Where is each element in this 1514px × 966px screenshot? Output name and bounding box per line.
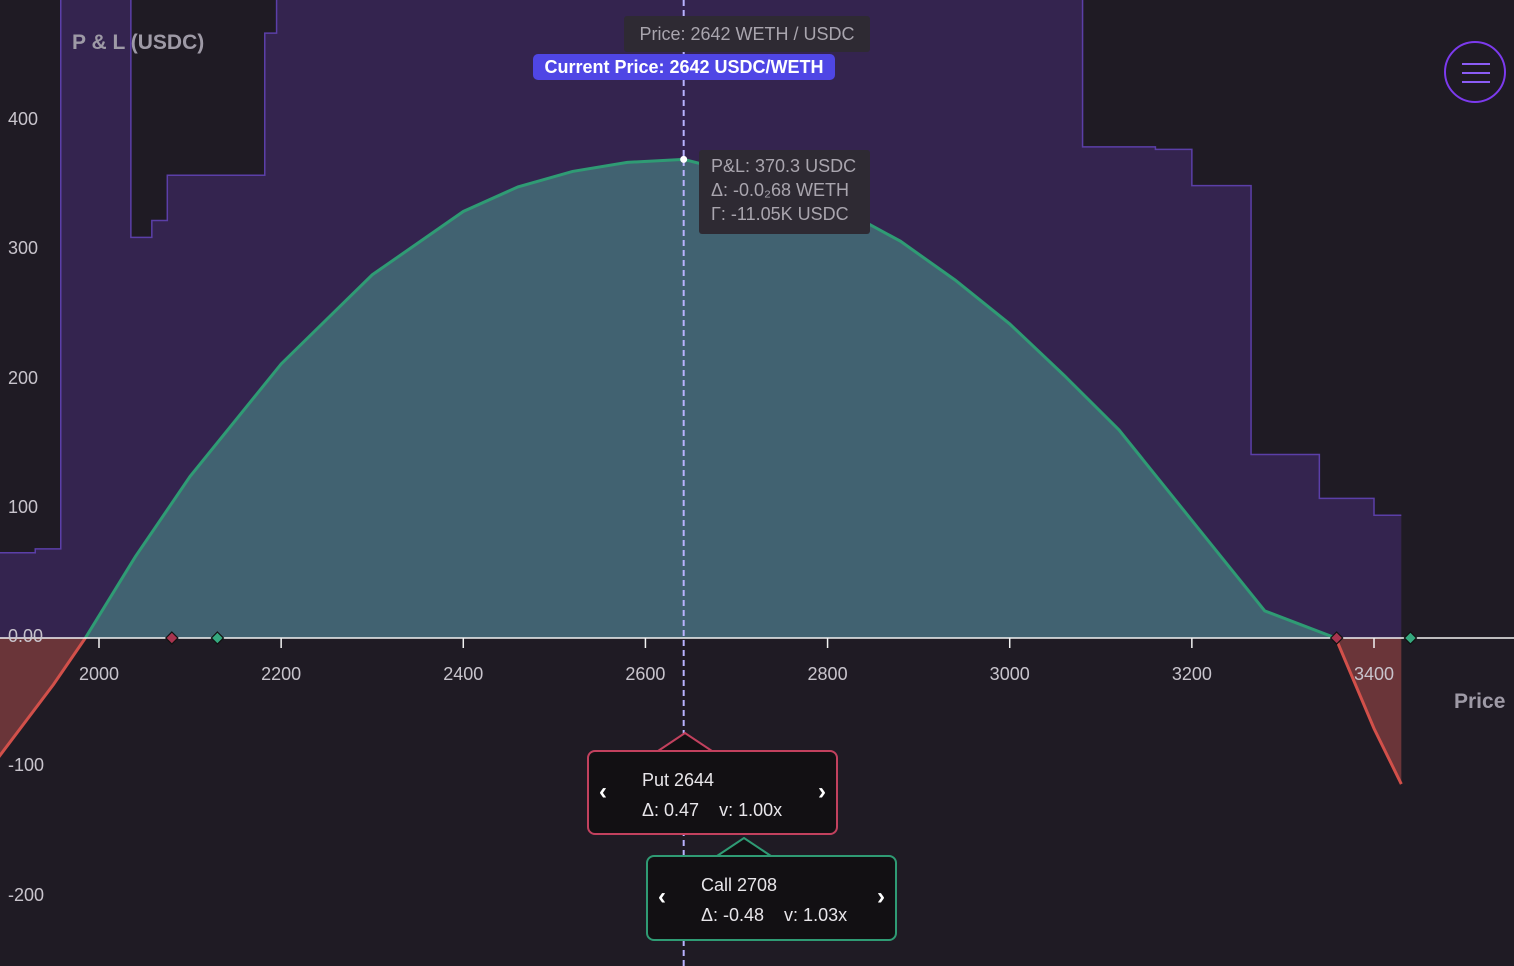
hover-gamma: Γ: -11.05K USDC — [711, 204, 849, 224]
put-strike-marker — [1329, 631, 1344, 645]
x-tick-label: 2200 — [261, 664, 302, 684]
y-tick-label: 100 — [8, 496, 39, 517]
menu-button[interactable] — [1444, 41, 1506, 103]
y-axis-title: P & L (USDC) — [72, 31, 205, 54]
hover-price-label: Price: 2642 WETH / USDC — [624, 16, 870, 52]
chevron-left-icon[interactable]: ‹ — [658, 883, 666, 910]
x-tick-label: 2600 — [625, 664, 666, 684]
profit-area — [0, 159, 1402, 638]
y-tick-label: 200 — [8, 367, 39, 388]
chevron-left-icon[interactable]: ‹ — [599, 778, 607, 805]
call-card-pointer — [715, 837, 773, 857]
liquidity-gap-edge — [130, 0, 278, 239]
y-tick-label: 0.00 — [8, 626, 44, 646]
y-tick-label: 400 — [8, 109, 39, 129]
call-strike-marker — [1403, 631, 1418, 645]
y-tick-label: -200 — [8, 884, 45, 905]
x-tick-marks — [98, 638, 1375, 648]
call-leg-greeks: Δ: -0.48 v: 1.03x — [701, 905, 848, 925]
x-axis-title: Price — [1454, 690, 1506, 713]
y-tick-label: 300 — [8, 238, 39, 259]
hover-pnl: P&L: 370.3 USDC — [711, 156, 857, 176]
x-tick-label: 2800 — [807, 664, 848, 684]
call-leg-card[interactable]: ‹ Call 2708 Δ: -0.48 v: 1.03x › — [646, 855, 897, 941]
liquidity-edge — [0, 0, 1402, 554]
hamburger-menu-icon — [1462, 63, 1490, 65]
y-tick-label: -100 — [8, 755, 45, 776]
put-card-pointer — [656, 732, 714, 752]
call-strike-marker — [210, 631, 225, 645]
hover-tooltip: P&L: 370.3 USDC Δ: -0.0₂68 WETH Γ: -11.0… — [699, 150, 870, 234]
chevron-right-icon[interactable]: › — [877, 883, 885, 910]
put-strike-marker — [165, 631, 179, 645]
chevron-right-icon[interactable]: › — [818, 778, 826, 805]
put-leg-name: Put 2644 — [642, 770, 715, 790]
x-tick-label: 3200 — [1171, 664, 1212, 684]
put-leg-card[interactable]: ‹ Put 2644 Δ: 0.47 v: 1.00x › — [587, 750, 838, 835]
x-tick-label: 3000 — [989, 664, 1030, 684]
x-tick-label: 3400 — [1353, 664, 1395, 684]
liquidity-gap — [60, 0, 277, 238]
hover-delta: Δ: -0.0₂68 WETH — [711, 180, 850, 200]
strike-markers — [165, 631, 1418, 645]
call-leg-name: Call 2708 — [701, 875, 778, 895]
x-tick-label: 2000 — [78, 664, 120, 684]
x-tick-label: 2400 — [443, 664, 484, 684]
put-leg-greeks: Δ: 0.47 v: 1.00x — [642, 800, 783, 820]
current-price-badge: Current Price: 2642 USDC/WETH — [533, 54, 835, 80]
hover-point — [680, 155, 688, 163]
